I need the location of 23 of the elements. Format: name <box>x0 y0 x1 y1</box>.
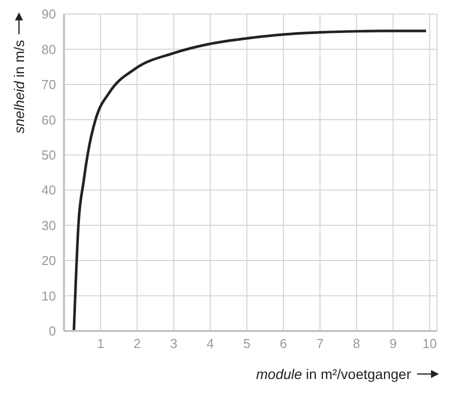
x-tick-label: 1 <box>96 336 104 352</box>
y-tick-label: 30 <box>42 218 56 233</box>
y-tick-label: 50 <box>42 148 56 163</box>
y-tick-label: 20 <box>42 253 56 268</box>
x-tick-label: 6 <box>280 336 288 352</box>
y-axis-title: snelheid in m/s <box>11 40 27 134</box>
x-tick-label: 9 <box>390 336 397 352</box>
y-tick-label: 70 <box>42 77 56 92</box>
x-tick-label: 4 <box>206 336 214 352</box>
y-tick-label: 90 <box>42 6 56 22</box>
x-tick-label: 7 <box>316 336 324 352</box>
y-tick-label: 80 <box>42 42 56 57</box>
x-tick-label: 10 <box>422 336 437 352</box>
x-tick-label: 8 <box>352 336 360 352</box>
y-tick-label: 60 <box>42 112 56 128</box>
y-tick-label: 0 <box>48 324 56 339</box>
x-tick-label: 5 <box>243 336 250 352</box>
y-tick-label: 10 <box>42 288 56 304</box>
x-tick-label: 3 <box>170 336 178 352</box>
x-axis-title: module in m²/voetganger <box>256 366 411 382</box>
line-series <box>72 30 428 331</box>
x-tick-label: 2 <box>134 336 141 352</box>
y-tick-label: 40 <box>42 182 56 198</box>
